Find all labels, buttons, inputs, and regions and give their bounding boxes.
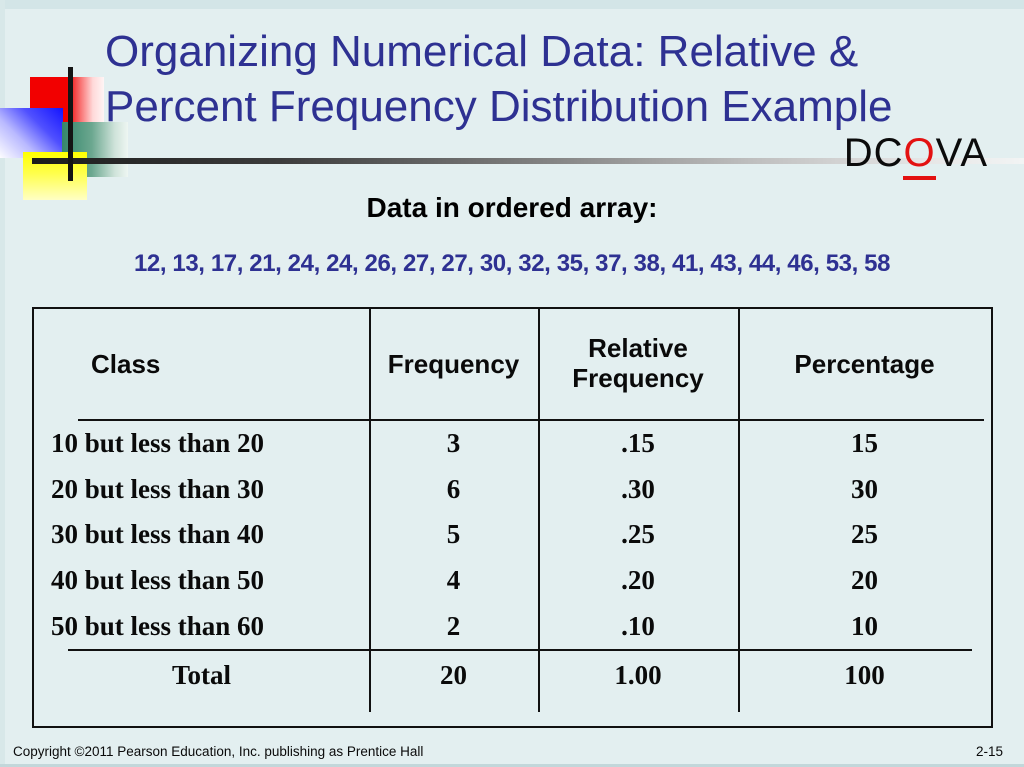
cell-frequency: 2: [446, 610, 461, 641]
ordered-array-values: 12, 13, 17, 21, 24, 24, 26, 27, 27, 30, …: [133, 250, 891, 277]
cell-frequency: 3: [446, 428, 461, 459]
total-frequency: 20: [440, 659, 467, 690]
cell-relative-frequency: .10: [621, 610, 655, 641]
cell-relative-frequency: .20: [621, 565, 655, 596]
slide-top-edge: [0, 0, 1024, 9]
total-label: Total: [171, 659, 232, 690]
table-row: 30 but less than 40 5 .25 25: [34, 512, 991, 558]
table-header-underline: [78, 419, 984, 421]
cell-percentage: 25: [851, 519, 878, 550]
slide-title-line1: Organizing Numerical Data: Relative &: [105, 27, 859, 76]
table-column-divider-2: [538, 309, 540, 712]
cell-percentage: 10: [851, 610, 878, 641]
total-percentage: 100: [844, 659, 885, 690]
table-row: 40 but less than 50 4 .20 20: [34, 558, 991, 604]
cell-class: 30 but less than 40: [51, 519, 265, 550]
cell-class: 20 but less than 30: [51, 473, 265, 504]
cell-percentage: 20: [851, 565, 878, 596]
header-class: Class: [91, 348, 161, 379]
ordered-array-heading: Data in ordered array:: [366, 192, 658, 223]
cell-relative-frequency: .15: [621, 428, 655, 459]
cell-class: 10 but less than 20: [51, 428, 265, 459]
header-frequency: Frequency: [387, 348, 520, 379]
cell-frequency: 5: [446, 519, 461, 550]
slide-left-edge: [0, 0, 5, 767]
dcova-label: DCOVA: [843, 131, 988, 180]
footer-copyright: Copyright ©2011 Pearson Education, Inc. …: [13, 744, 424, 759]
cell-relative-frequency: .30: [621, 473, 655, 504]
slide-title-line2: Percent Frequency Distribution Example: [105, 82, 893, 131]
header-percentage: Percentage: [794, 348, 935, 379]
table-column-divider-3: [738, 309, 740, 712]
table-header-row: Class Frequency Relative Frequency Perce…: [34, 309, 991, 419]
decoration-cross-vertical-bar: [68, 67, 73, 181]
cell-frequency: 4: [446, 565, 461, 596]
cell-percentage: 15: [851, 428, 878, 459]
table-row: 10 but less than 20 3 .15 15: [34, 421, 991, 467]
dcova-prefix: DC: [843, 131, 904, 175]
dcova-highlight-o: O: [903, 131, 936, 180]
table-row: 20 but less than 30 6 .30 30: [34, 467, 991, 513]
table-total-separator: [68, 649, 972, 651]
table-total-row: Total 20 1.00 100: [34, 651, 991, 699]
slide-bottom-edge: [0, 764, 1024, 767]
total-relative-frequency: 1.00: [614, 659, 662, 690]
cell-frequency: 6: [446, 473, 461, 504]
decoration-blue-square: [0, 108, 63, 158]
dcova-suffix: VA: [935, 131, 988, 175]
slide-title: Organizing Numerical Data: Relative & Pe…: [105, 24, 892, 134]
cell-class: 50 but less than 60: [51, 610, 265, 641]
cell-relative-frequency: .25: [621, 519, 655, 550]
footer-page-number: 2-15: [975, 744, 1003, 759]
cell-class: 40 but less than 50: [51, 565, 265, 596]
title-divider-line: [32, 158, 1024, 164]
frequency-distribution-table: Class Frequency Relative Frequency Perce…: [32, 307, 993, 728]
cell-percentage: 30: [851, 473, 878, 504]
table-body: 10 but less than 20 3 .15 15 20 but less…: [34, 421, 991, 649]
table-column-divider-1: [369, 309, 371, 712]
header-relative-frequency: Relative Frequency: [572, 333, 704, 393]
table-row: 50 but less than 60 2 .10 10: [34, 603, 991, 649]
